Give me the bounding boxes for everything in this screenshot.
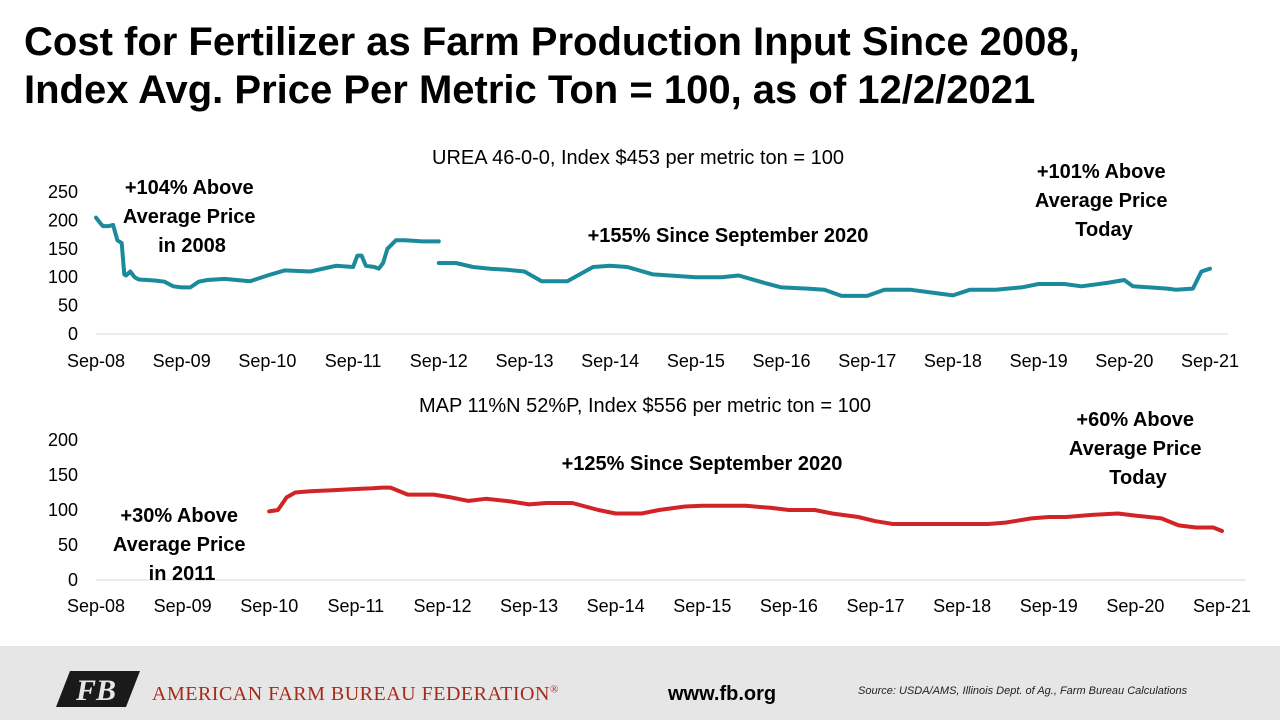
- urea-series: [94, 215, 1212, 298]
- website-link[interactable]: www.fb.org: [668, 683, 777, 705]
- annot-line: Today: [1075, 219, 1133, 241]
- annot-line: Average Price: [113, 534, 246, 556]
- urea-annotation-today: +101% Above Average Price Today: [1035, 161, 1173, 241]
- logo-letters: FB: [75, 674, 116, 707]
- urea-x-axis: Sep-08 Sep-09 Sep-10 Sep-11 Sep-12 Sep-13 Sep-…: [67, 351, 1239, 371]
- map-annotation-since-2020: +125% Since September 2020: [562, 453, 843, 475]
- x-tick-label: Sep-08: [67, 596, 125, 616]
- map-annotation-today: +60% Above Average Price Today: [1069, 409, 1207, 489]
- org-name-text: AMERICAN FARM BUREAU FEDERATION: [152, 683, 550, 705]
- org-name: AMERICAN FARM BUREAU FEDERATION®: [152, 683, 559, 706]
- y-tick-label: 250: [48, 182, 78, 202]
- x-tick-label: Sep-18: [924, 351, 982, 371]
- x-tick-label: Sep-17: [847, 596, 905, 616]
- x-tick-label: Sep-20: [1095, 351, 1153, 371]
- urea-annotation-since-2020: +155% Since September 2020: [588, 225, 869, 247]
- y-tick-label: 100: [48, 500, 78, 520]
- annot-line: in 2011: [149, 563, 216, 585]
- map-x-axis: Sep-08 Sep-09 Sep-10 Sep-11 Sep-12 Sep-13 Sep-…: [67, 596, 1251, 616]
- x-tick-label: Sep-13: [495, 351, 553, 371]
- charts-canvas: UREA 46-0-0, Index $453 per metric ton =…: [48, 147, 1251, 616]
- annot-line: +60% Above: [1076, 409, 1194, 431]
- y-tick-label: 150: [48, 239, 78, 259]
- annot-line: Average Price: [1035, 190, 1168, 212]
- y-tick-label: 50: [58, 296, 78, 316]
- map-chart-title: MAP 11%N 52%P, Index $556 per metric ton…: [419, 395, 871, 417]
- fb-logo-icon: FB: [56, 671, 140, 707]
- x-tick-label: Sep-11: [325, 351, 382, 371]
- x-tick-label: Sep-15: [673, 596, 731, 616]
- x-tick-label: Sep-08: [67, 351, 125, 371]
- annot-line: +104% Above: [125, 177, 254, 199]
- source-note: Source: USDA/AMS, Illinois Dept. of Ag.,…: [858, 685, 1188, 697]
- x-tick-label: Sep-16: [753, 351, 811, 371]
- y-tick-label: 0: [68, 324, 78, 344]
- x-tick-label: Sep-13: [500, 596, 558, 616]
- x-tick-label: Sep-17: [838, 351, 896, 371]
- title-line-1: Cost for Fertilizer as Farm Production I…: [24, 20, 1080, 64]
- x-tick-label: Sep-19: [1010, 351, 1068, 371]
- x-tick-label: Sep-09: [153, 351, 211, 371]
- x-tick-label: Sep-14: [581, 351, 639, 371]
- series-line: [267, 485, 1224, 533]
- urea-y-axis: 0 50 100 150 200 250: [48, 182, 78, 344]
- y-tick-label: 50: [58, 535, 78, 555]
- x-tick-label: Sep-21: [1193, 596, 1251, 616]
- annot-line: Average Price: [1069, 438, 1202, 460]
- x-tick-label: Sep-18: [933, 596, 991, 616]
- annot-line: Average Price: [123, 206, 256, 228]
- title-line-2: Index Avg. Price Per Metric Ton = 100, a…: [24, 68, 1036, 112]
- annot-line: +30% Above: [120, 505, 238, 527]
- x-tick-label: Sep-11: [327, 596, 384, 616]
- y-tick-label: 0: [68, 570, 78, 590]
- y-tick-label: 200: [48, 210, 78, 230]
- urea-annotation-2008: +104% Above Average Price in 2008: [123, 177, 261, 257]
- series-line: [436, 261, 1212, 298]
- y-tick-label: 200: [48, 430, 78, 450]
- map-annotation-2011: +30% Above Average Price in 2011: [113, 505, 251, 585]
- urea-chart: UREA 46-0-0, Index $453 per metric ton =…: [48, 147, 1239, 371]
- map-series: [267, 485, 1224, 533]
- series-line: [94, 215, 441, 290]
- footer-bar: [0, 646, 1280, 720]
- map-chart: MAP 11%N 52%P, Index $556 per metric ton…: [48, 395, 1251, 616]
- y-tick-label: 150: [48, 465, 78, 485]
- annot-line: +101% Above: [1037, 161, 1166, 183]
- y-tick-label: 100: [48, 267, 78, 287]
- x-tick-label: Sep-09: [154, 596, 212, 616]
- x-tick-label: Sep-20: [1106, 596, 1164, 616]
- urea-chart-title: UREA 46-0-0, Index $453 per metric ton =…: [432, 147, 844, 169]
- x-tick-label: Sep-10: [238, 351, 296, 371]
- x-tick-label: Sep-15: [667, 351, 725, 371]
- map-y-axis: 0 50 100 150 200: [48, 430, 78, 590]
- x-tick-label: Sep-12: [413, 596, 471, 616]
- x-tick-label: Sep-19: [1020, 596, 1078, 616]
- page-title: Cost for Fertilizer as Farm Production I…: [24, 18, 1264, 114]
- annot-line: Today: [1109, 467, 1167, 489]
- x-tick-label: Sep-16: [760, 596, 818, 616]
- registered-mark: ®: [549, 683, 559, 696]
- x-tick-label: Sep-14: [587, 596, 645, 616]
- x-tick-label: Sep-10: [240, 596, 298, 616]
- x-tick-label: Sep-12: [410, 351, 468, 371]
- annot-line: in 2008: [158, 235, 226, 257]
- x-tick-label: Sep-21: [1181, 351, 1239, 371]
